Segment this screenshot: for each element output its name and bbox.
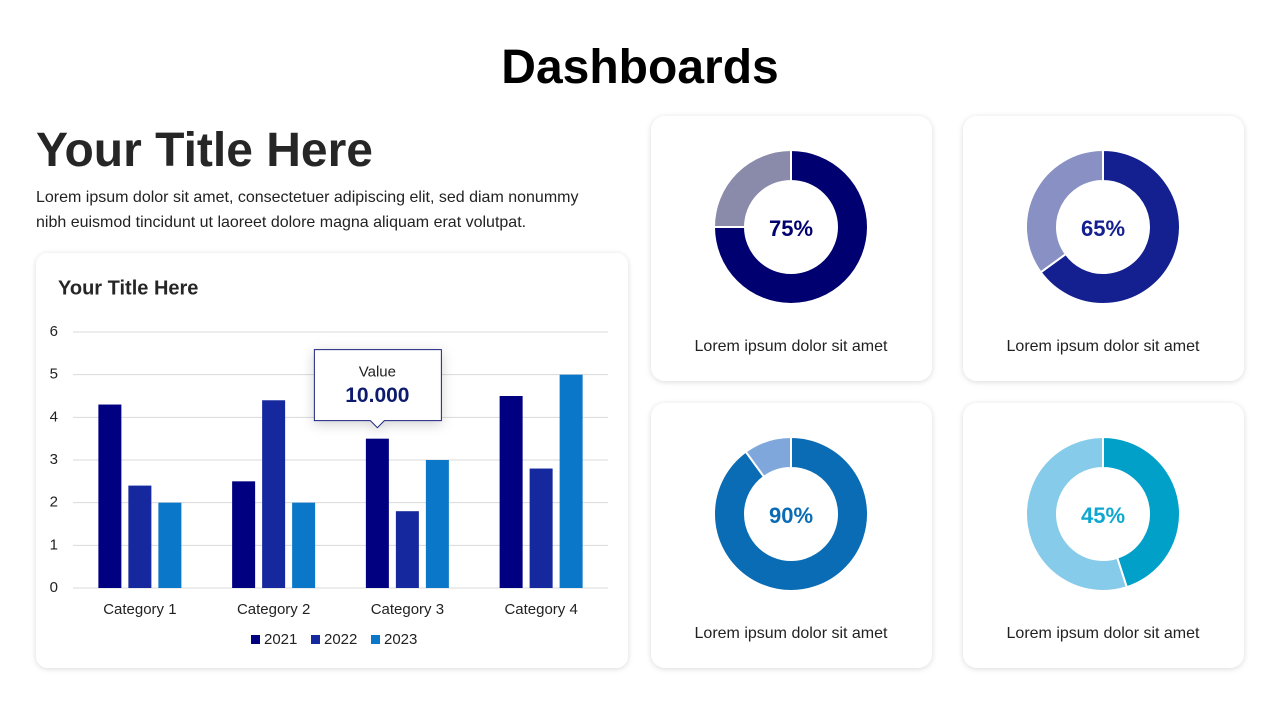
bar [365, 438, 389, 588]
bar [529, 468, 553, 588]
legend-label: 2023 [384, 631, 417, 648]
heading: Your Title Here [36, 124, 373, 177]
y-tick-label: 0 [50, 579, 58, 596]
legend-swatch [311, 635, 320, 644]
y-tick-label: 4 [50, 408, 58, 425]
donut-segment [712, 148, 792, 228]
bar [425, 460, 449, 588]
callout-value: 10.000 [345, 384, 409, 407]
bar [128, 485, 152, 588]
donut-segment [713, 435, 869, 592]
donut-caption: Lorem ipsum dolor sit amet [695, 338, 889, 355]
legend-swatch [371, 635, 380, 644]
donut-segment [712, 148, 869, 305]
bar [232, 481, 256, 588]
x-tick-label: Category 1 [103, 601, 176, 618]
y-tick-label: 2 [50, 494, 58, 511]
bar [559, 374, 583, 588]
donut-card [651, 116, 932, 381]
donut-segment [744, 435, 792, 479]
donut-card [963, 403, 1244, 668]
legend-swatch [251, 635, 260, 644]
donut-label: 90% [769, 503, 813, 528]
chart-title: Your Title Here [58, 277, 198, 299]
bar [292, 502, 316, 588]
donut-label: 45% [1081, 503, 1125, 528]
bar [395, 511, 419, 588]
donut-segment [1039, 148, 1182, 305]
donut-segment [1025, 148, 1104, 274]
y-tick-label: 5 [50, 366, 58, 383]
donut-caption: Lorem ipsum dolor sit amet [1007, 625, 1201, 642]
donut-caption: Lorem ipsum dolor sit amet [695, 625, 889, 642]
donut-caption: Lorem ipsum dolor sit amet [1007, 338, 1201, 355]
y-tick-label: 1 [50, 536, 58, 553]
body-text: Lorem ipsum dolor sit amet, consectetuer… [36, 189, 579, 231]
donut-label: 75% [769, 216, 813, 241]
donut-segment [1025, 435, 1129, 592]
callout-box [313, 349, 442, 429]
bar [158, 502, 182, 588]
donut-segment [1102, 435, 1181, 589]
donut-card [963, 116, 1244, 381]
bar [262, 400, 286, 588]
callout-title: Value [359, 364, 396, 381]
y-tick-label: 6 [50, 323, 58, 340]
legend-label: 2021 [264, 631, 297, 648]
donut-card [651, 403, 932, 668]
x-tick-label: Category 4 [504, 601, 577, 618]
x-tick-label: Category 3 [371, 601, 444, 618]
donut-label: 65% [1081, 216, 1125, 241]
y-tick-label: 3 [50, 451, 58, 468]
bar [499, 396, 523, 588]
bar [98, 404, 122, 588]
x-tick-label: Category 2 [237, 601, 310, 618]
page-title: Dashboards [501, 41, 779, 94]
legend-label: 2022 [324, 631, 357, 648]
